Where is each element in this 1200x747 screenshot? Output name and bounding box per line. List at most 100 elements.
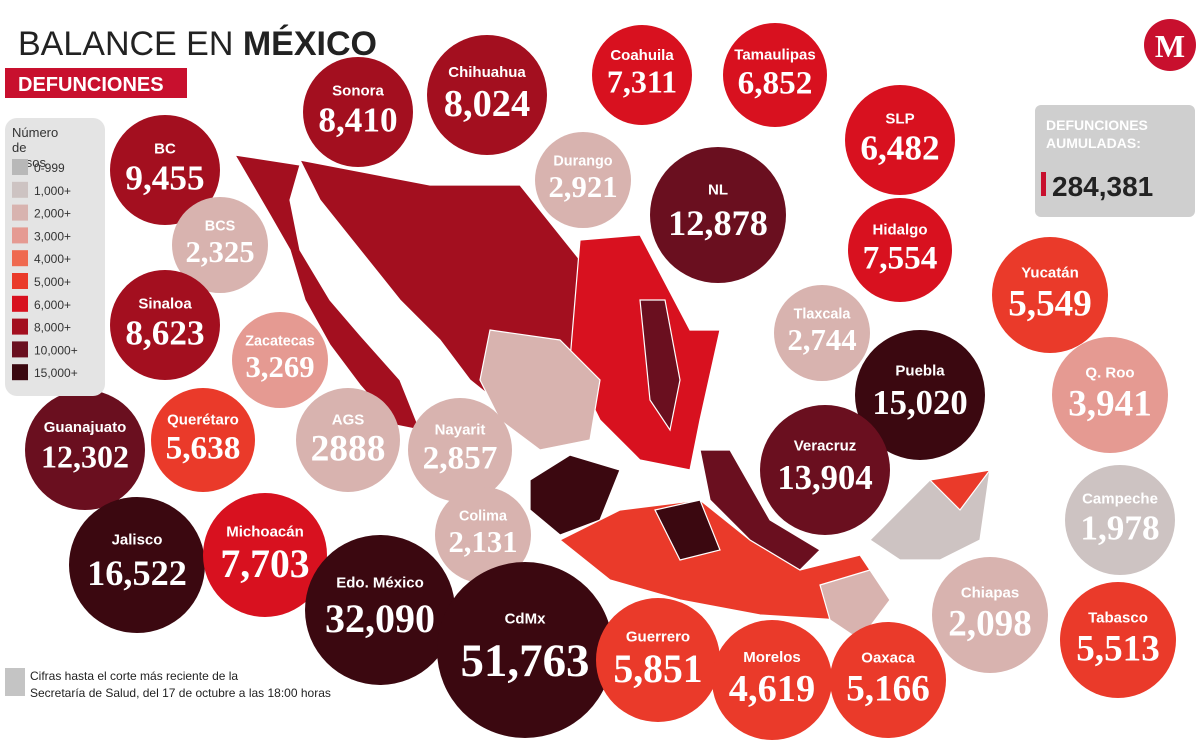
state-value: 1,978	[1080, 508, 1159, 547]
state-bubble: Puebla 15,020	[855, 330, 985, 460]
bubble	[437, 562, 613, 738]
state-value: 12,302	[41, 439, 129, 475]
state-bubble: Michoacán 7,703	[203, 493, 327, 617]
bubble	[592, 25, 692, 125]
map-cdmx	[654, 499, 721, 561]
state-name: Guerrero	[626, 628, 690, 645]
state-value: 2,744	[787, 323, 856, 357]
state-value: 2,325	[185, 235, 254, 269]
state-value: 8,410	[318, 100, 397, 139]
legend-swatch	[12, 227, 28, 244]
legend-label: 8,000+	[34, 321, 71, 335]
bubble	[408, 398, 512, 502]
bubble	[845, 85, 955, 195]
legend-swatch	[12, 364, 28, 381]
state-value: 32,090	[325, 596, 435, 641]
state-name: Durango	[553, 154, 612, 170]
state-name: BC	[154, 141, 176, 158]
bubble	[932, 557, 1048, 673]
total-box	[1035, 105, 1195, 217]
bubble	[596, 598, 720, 722]
state-bubble: Jalisco 16,522	[69, 497, 205, 633]
bubble	[848, 198, 952, 302]
state-name: Guanajuato	[44, 419, 127, 436]
state-value: 4,619	[729, 668, 815, 710]
legend-swatch	[12, 341, 28, 358]
state-value: 2888	[311, 429, 386, 470]
bubble	[110, 270, 220, 380]
state-value: 7,703	[220, 542, 309, 586]
state-name: Jalisco	[112, 532, 163, 549]
state-value: 2,131	[448, 525, 517, 559]
legend-swatch	[12, 181, 28, 198]
state-name: Q. Roo	[1085, 365, 1134, 382]
bubble	[203, 493, 327, 617]
state-value: 13,904	[777, 459, 872, 497]
state-name: SLP	[885, 111, 914, 128]
footnote-line: Cifras hasta el corte más reciente de la	[30, 669, 238, 683]
state-name: Colima	[459, 509, 508, 525]
state-bubble: BC9,455	[110, 115, 220, 225]
legend-swatch	[12, 318, 28, 335]
state-name: Chihuahua	[448, 64, 526, 81]
bubble	[650, 147, 786, 283]
state-value: 2,098	[948, 603, 1032, 644]
state-bubble: NL 12,878	[650, 147, 786, 283]
bubble	[172, 197, 268, 293]
state-name: Hidalgo	[873, 221, 928, 238]
state-name: Puebla	[895, 363, 945, 380]
state-name: Edo. México	[336, 575, 424, 592]
state-name: Coahuila	[610, 47, 674, 64]
state-bubble: Edo. México 32,090	[305, 535, 455, 685]
state-value: 5,549	[1008, 283, 1092, 324]
total-label: DEFUNCIONES AUMULADAS:	[1046, 117, 1148, 151]
state-name: Querétaro	[167, 411, 239, 428]
bubble	[110, 115, 220, 225]
state-value: 6,482	[860, 128, 939, 167]
state-name: Yucatán	[1021, 265, 1079, 282]
tag: DEFUNCIONES	[18, 74, 164, 96]
state-value: 2,857	[423, 439, 498, 476]
state-value: 5,638	[166, 429, 241, 466]
bubble	[830, 622, 946, 738]
state-name: Zacatecas	[245, 334, 315, 350]
state-value: 8,024	[444, 83, 530, 125]
legend-swatch	[12, 204, 28, 221]
state-name: Sinaloa	[138, 296, 192, 313]
state-value: 3,941	[1068, 383, 1152, 424]
total-value: 284,381	[1052, 171, 1153, 202]
state-value: 16,522	[87, 553, 187, 593]
bubble	[232, 312, 328, 408]
legend-label: 0-999	[34, 161, 65, 175]
legend-swatch	[12, 250, 28, 267]
bubble	[296, 388, 400, 492]
footnote-line: Secretaría de Salud, del 17 de octubre a…	[30, 686, 331, 700]
legend-swatch	[12, 159, 28, 175]
state-name: BCS	[205, 219, 236, 235]
bubble	[774, 285, 870, 381]
state-value: 6,852	[738, 64, 813, 101]
legend-swatch	[12, 273, 28, 289]
footnote-marker	[5, 668, 25, 696]
legend-label: 6,000+	[34, 298, 71, 312]
legend-label: 3,000+	[34, 229, 71, 243]
state-bubble: Morelos 4,619	[712, 620, 832, 740]
state-bubble: Guanajuato 12,302	[25, 390, 145, 510]
state-bubble: CdMx 51,763	[437, 562, 613, 738]
map-yucatan	[928, 469, 992, 511]
title-regular: BALANCE EN	[18, 25, 233, 63]
legend-label: 15,000+	[34, 366, 78, 380]
state-bubble: Chihuahua 8,024	[427, 35, 547, 155]
